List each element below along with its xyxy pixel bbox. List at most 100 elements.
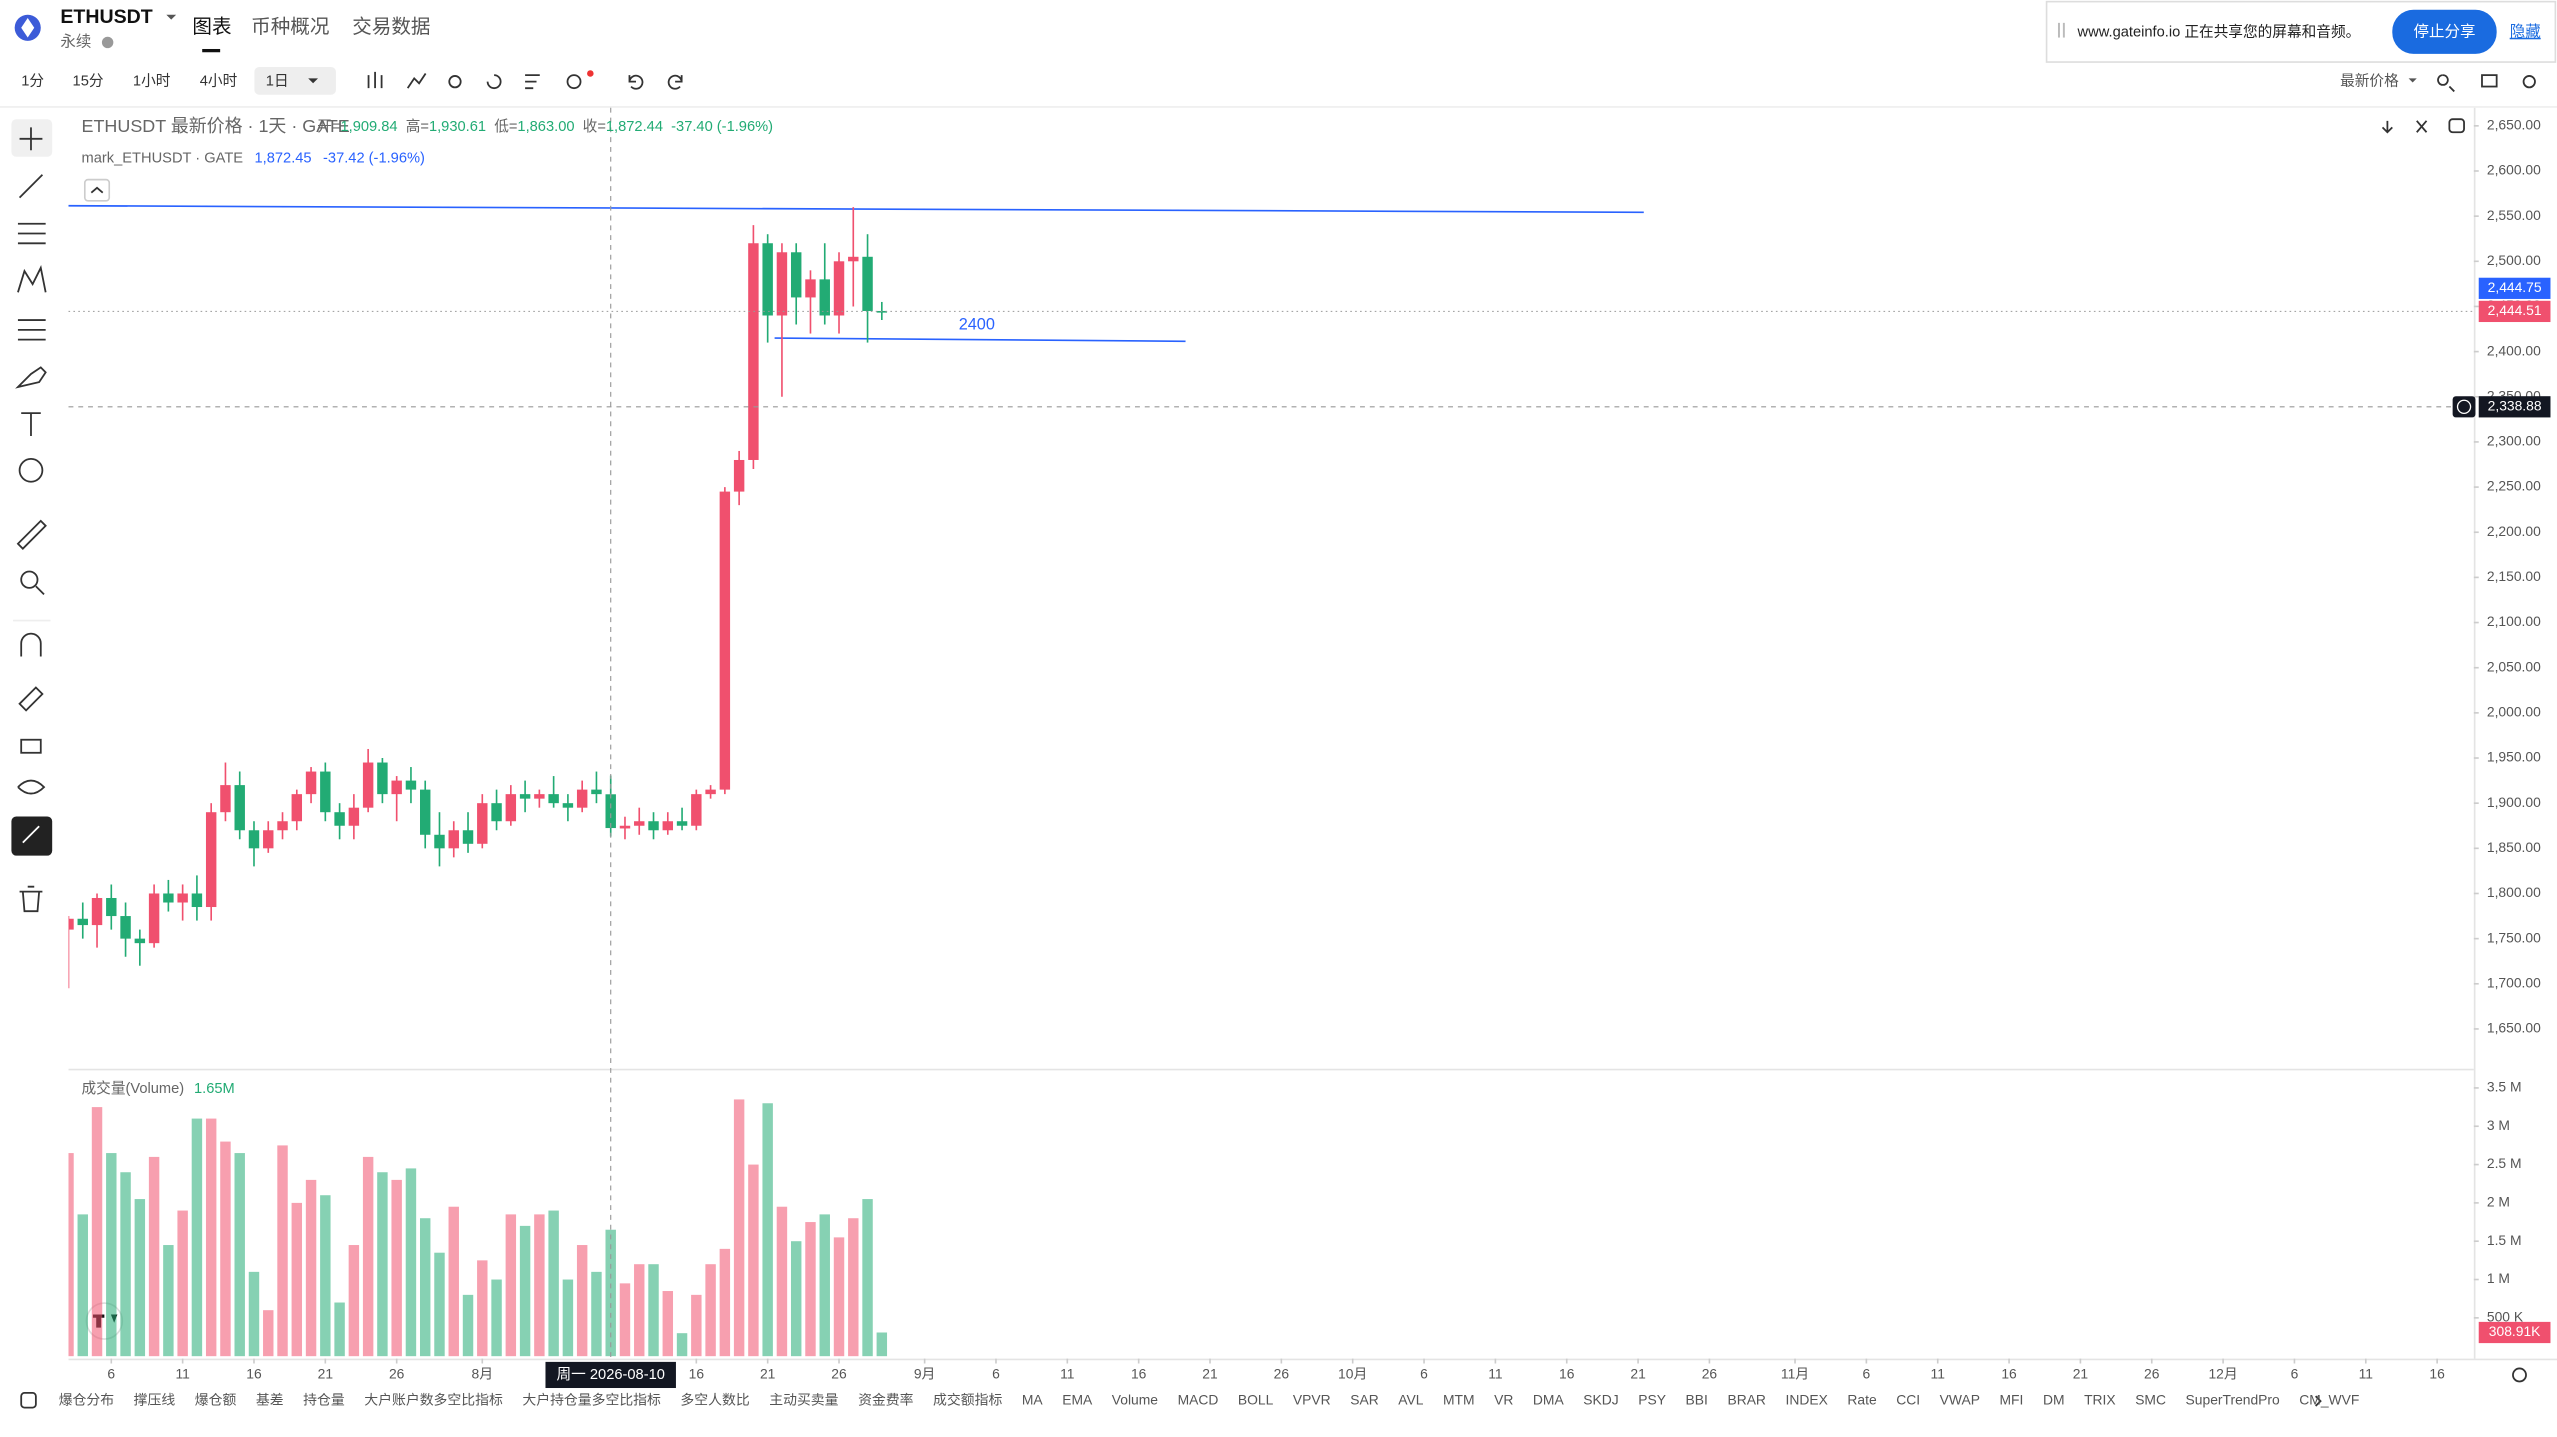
indicator[interactable]: PSY	[1638, 1392, 1666, 1408]
pane-buttons[interactable]	[2381, 118, 2465, 134]
volume-bar	[362, 1156, 374, 1357]
indicator[interactable]: 爆仓额	[195, 1392, 237, 1408]
indicator[interactable]: DM	[2043, 1392, 2065, 1408]
indicator[interactable]: EMA	[1062, 1392, 1093, 1408]
symbol-dropdown[interactable]	[166, 14, 177, 20]
interval[interactable]: 1小时	[133, 73, 171, 90]
y-tick-label: 1,950.00	[2487, 749, 2541, 765]
interval[interactable]: 1日	[266, 74, 289, 90]
indicator[interactable]: BBI	[1686, 1392, 1708, 1408]
legend-key: 开=	[317, 119, 340, 135]
indicator[interactable]: MFI	[2000, 1392, 2024, 1408]
volume-bar	[605, 1229, 616, 1357]
interval-selected	[254, 66, 336, 95]
indicator[interactable]: SuperTrendPro	[2186, 1392, 2280, 1408]
indicator[interactable]: SAR	[1350, 1392, 1378, 1408]
y-tick-label: 1,900.00	[2487, 794, 2541, 810]
info-icon[interactable]	[101, 36, 114, 49]
price-source-dropdown[interactable]	[2408, 78, 2417, 83]
indicator[interactable]: TRIX	[2084, 1392, 2116, 1408]
tab[interactable]: 图表	[192, 16, 231, 38]
drag-handle[interactable]	[2057, 22, 2060, 38]
symbol[interactable]: ETHUSDT	[60, 6, 152, 28]
y-tick-label: 2,300.00	[2487, 433, 2541, 449]
tab[interactable]: 币种概况	[251, 16, 329, 38]
volume-bar	[391, 1179, 402, 1357]
indicator[interactable]: 基差	[256, 1392, 284, 1408]
volume-tick-label: 1 M	[2487, 1270, 2510, 1286]
collapse-legend-button[interactable]	[83, 178, 111, 202]
volume-bar	[477, 1260, 488, 1357]
candle-body	[148, 893, 160, 944]
volume-bar	[419, 1218, 431, 1357]
indicator[interactable]: BRAR	[1727, 1392, 1765, 1408]
legend-key: 收=	[583, 118, 606, 135]
stop-share-button[interactable]	[2392, 9, 2497, 54]
drawing-tools[interactable]	[15, 127, 47, 913]
interval-dropdown[interactable]	[308, 78, 318, 84]
drag-handle[interactable]	[2062, 22, 2065, 38]
indicator[interactable]: INDEX	[1786, 1392, 1828, 1408]
toolbar-icons[interactable]	[367, 71, 2536, 93]
indicator[interactable]: MACD	[1178, 1392, 1219, 1408]
tab[interactable]: 交易数据	[352, 16, 430, 38]
volume-value: 1.65M	[194, 1081, 235, 1097]
mark-price-tag	[2478, 277, 2551, 299]
indicator[interactable]: BOLL	[1238, 1392, 1274, 1408]
volume-bar	[790, 1241, 802, 1357]
indicator[interactable]: 大户账户数多空比指标	[364, 1392, 503, 1408]
indicator[interactable]: MA	[1022, 1392, 1044, 1408]
indicator[interactable]: CCI	[1896, 1392, 1920, 1408]
indicator[interactable]: VPVR	[1293, 1392, 1331, 1408]
indicator[interactable]: 主动买卖量	[769, 1392, 838, 1408]
candle-body	[833, 261, 845, 316]
crosshair-price-tag	[2478, 396, 2551, 418]
indicator[interactable]: 成交额指标	[933, 1392, 1002, 1408]
volume-bar	[220, 1141, 231, 1357]
indicator[interactable]: VR	[1494, 1392, 1513, 1408]
stop-share-label[interactable]: 停止分享	[2413, 23, 2475, 41]
indicator[interactable]: 持仓量	[303, 1392, 345, 1408]
legend-value: 1,930.61	[429, 119, 486, 135]
hide-link[interactable]: 隐藏	[2510, 23, 2541, 41]
candle-body	[191, 893, 203, 908]
candle-body	[705, 789, 716, 795]
indicator[interactable]: 撑压线	[134, 1392, 176, 1408]
volume-bar	[234, 1153, 245, 1357]
indicator-panel-icon[interactable]	[20, 1392, 37, 1409]
indicator[interactable]: 大户持仓量多空比指标	[522, 1392, 661, 1408]
indicator[interactable]: AVL	[1398, 1392, 1423, 1408]
indicator[interactable]: Rate	[1847, 1392, 1877, 1408]
price-source[interactable]: 最新价格	[2340, 73, 2399, 90]
settings-icon[interactable]	[2512, 1367, 2527, 1383]
indicator[interactable]: 资金费率	[858, 1392, 914, 1408]
indicator[interactable]: 爆仓分布	[59, 1392, 115, 1408]
indicator[interactable]: VWAP	[1940, 1392, 1980, 1408]
x-tick-label: 11	[175, 1366, 190, 1382]
y-tick-label: 1,850.00	[2487, 839, 2541, 855]
indicator[interactable]: 多空人数比	[680, 1392, 749, 1408]
interval[interactable]: 4小时	[200, 73, 238, 90]
indicator[interactable]: CM_WVF	[2299, 1392, 2359, 1408]
candle-body	[220, 785, 231, 813]
legend-value: 1,872.44	[606, 119, 663, 135]
indicator[interactable]: DMA	[1533, 1392, 1565, 1408]
y-tick-label: 1,750.00	[2487, 929, 2541, 945]
interval[interactable]: 1分	[21, 73, 44, 90]
crosshair-date-tag	[545, 1361, 676, 1389]
volume-bar	[491, 1279, 502, 1357]
indicator[interactable]: SMC	[2135, 1392, 2166, 1408]
indicator[interactable]: MTM	[1443, 1392, 1475, 1408]
interval[interactable]: 15分	[73, 73, 104, 90]
volume-bar	[705, 1264, 716, 1357]
collapse-icon[interactable]	[90, 186, 104, 194]
indicator[interactable]: Volume	[1112, 1392, 1158, 1408]
volume-bar	[177, 1210, 188, 1357]
tv-logo-bg[interactable]	[85, 1302, 124, 1340]
add-alert-button[interactable]	[2452, 396, 2476, 418]
volume-bar	[377, 1172, 388, 1357]
indicator[interactable]: SKDJ	[1583, 1392, 1618, 1408]
last-price-label: 2,444.51	[2488, 302, 2542, 318]
tool-link-active[interactable]	[11, 816, 53, 856]
indicator-scroll[interactable]	[2315, 1395, 2322, 1407]
